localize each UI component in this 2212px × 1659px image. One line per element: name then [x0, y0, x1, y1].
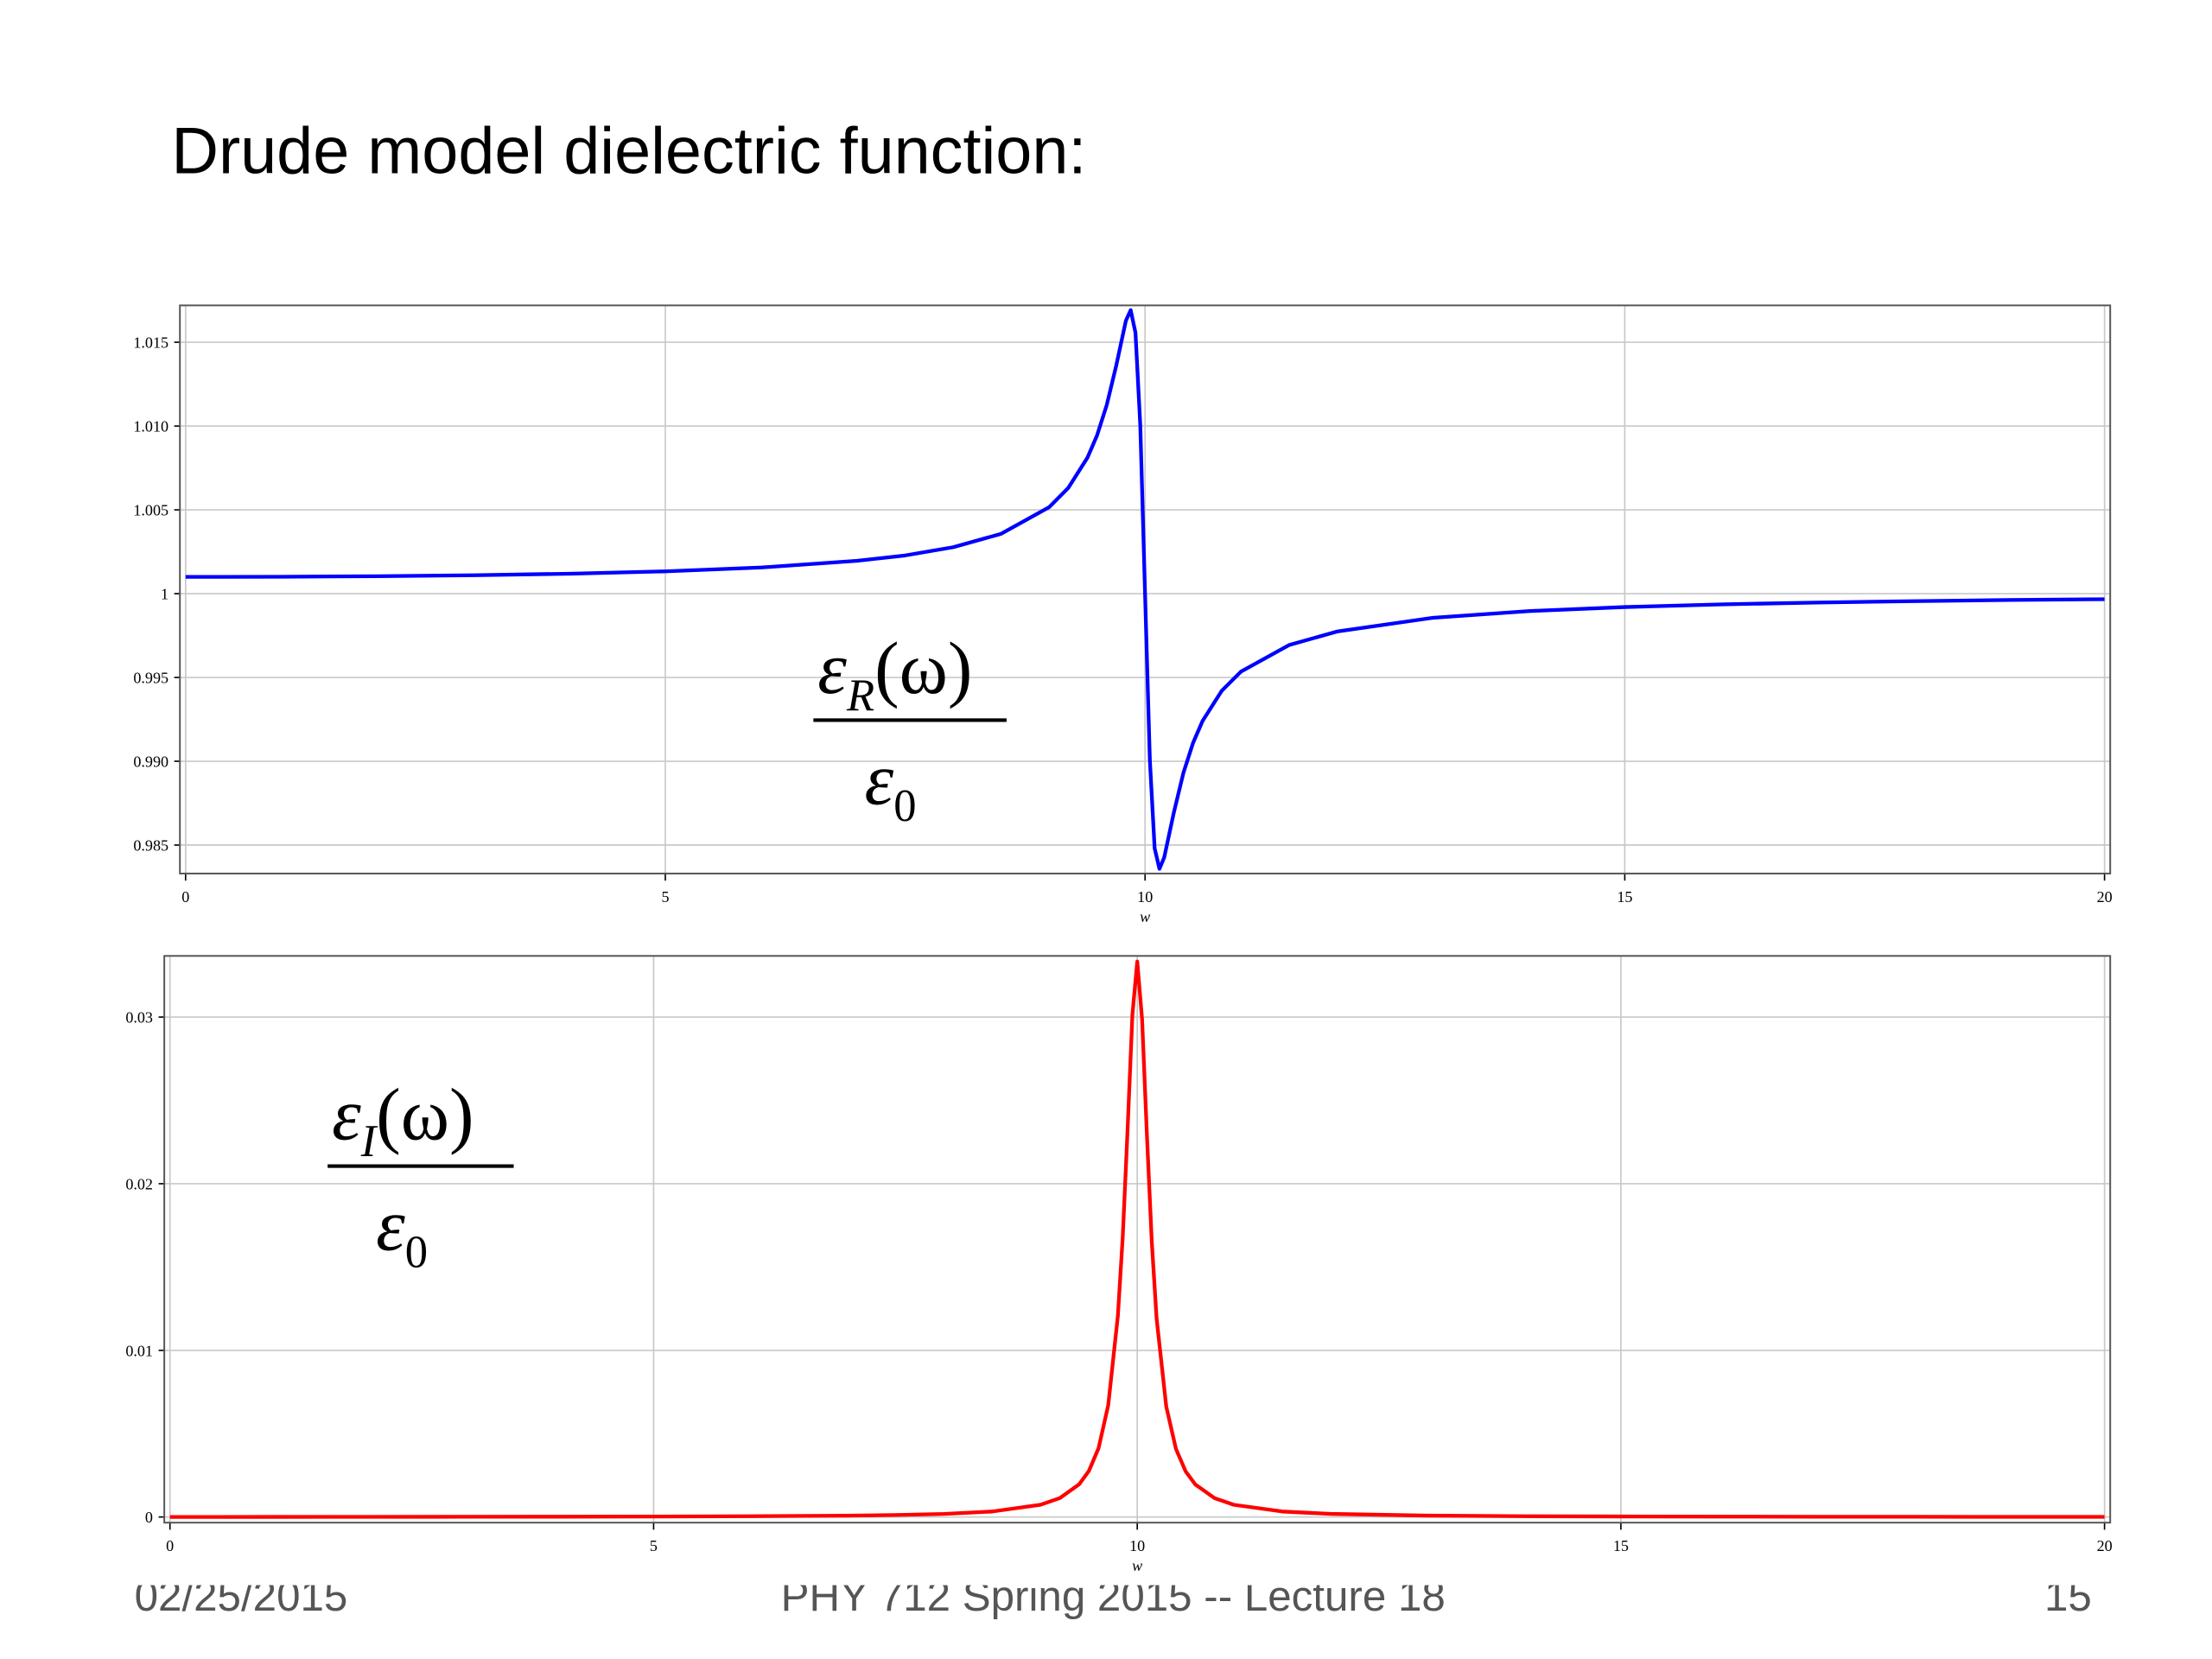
- x-tick-label: 20: [2097, 888, 2113, 906]
- x-tick-label: 0: [181, 888, 189, 906]
- subscript: I: [360, 1116, 378, 1166]
- y-tick-label: 1.005: [133, 502, 168, 519]
- y-tick-label: 1: [161, 586, 168, 603]
- numerator: εI(ω): [332, 1074, 474, 1166]
- x-axis-label: w: [1140, 908, 1150, 925]
- numerator: εR(ω): [817, 628, 972, 721]
- subscript: 0: [405, 1227, 428, 1277]
- subscript: R: [846, 671, 874, 721]
- y-tick-label: 0.995: [133, 670, 168, 687]
- x-tick-label: 15: [1617, 888, 1632, 906]
- x-tick-label: 5: [650, 1537, 658, 1554]
- y-tick-label: 0: [145, 1509, 153, 1526]
- symbol: ε: [376, 1185, 405, 1267]
- charts: 1.015 1.010 1.005 1 0.995 0.990 0.985 0 5 10 15 20 w…: [125, 304, 2113, 1574]
- x-tick-label: 15: [1613, 1537, 1629, 1554]
- x-tick-label: 10: [1129, 1537, 1145, 1554]
- y-tick-label: 1.010: [133, 418, 168, 435]
- x-tick-label: 20: [2097, 1537, 2113, 1554]
- denominator: ε0: [865, 739, 917, 831]
- symbol: ε: [817, 628, 847, 709]
- y-tick-label: 0.990: [133, 753, 168, 771]
- x-axis-label: w: [1132, 1557, 1142, 1574]
- denominator: ε0: [376, 1185, 428, 1278]
- argument: (ω): [874, 628, 972, 709]
- x-tick-label: 5: [661, 888, 669, 906]
- data-line: [185, 308, 2105, 871]
- x-tick-label: 0: [166, 1537, 174, 1554]
- y-tick-label: 0.985: [133, 837, 168, 855]
- symbol: ε: [865, 739, 894, 820]
- subscript: 0: [893, 781, 916, 831]
- plot-frame: [179, 304, 2112, 874]
- y-tick-label: 0.02: [125, 1176, 153, 1193]
- y-tick-label: 0.03: [125, 1009, 153, 1027]
- data-line: [169, 959, 2105, 1519]
- symbol: ε: [332, 1074, 361, 1155]
- x-tick-label: 10: [1137, 888, 1153, 906]
- plot-frame: [163, 955, 2112, 1524]
- y-tick-label: 0.01: [125, 1342, 153, 1359]
- argument: (ω): [376, 1074, 474, 1155]
- slide-title: Drude model dielectric function:: [171, 116, 1086, 188]
- y-tick-label: 1.015: [133, 334, 168, 352]
